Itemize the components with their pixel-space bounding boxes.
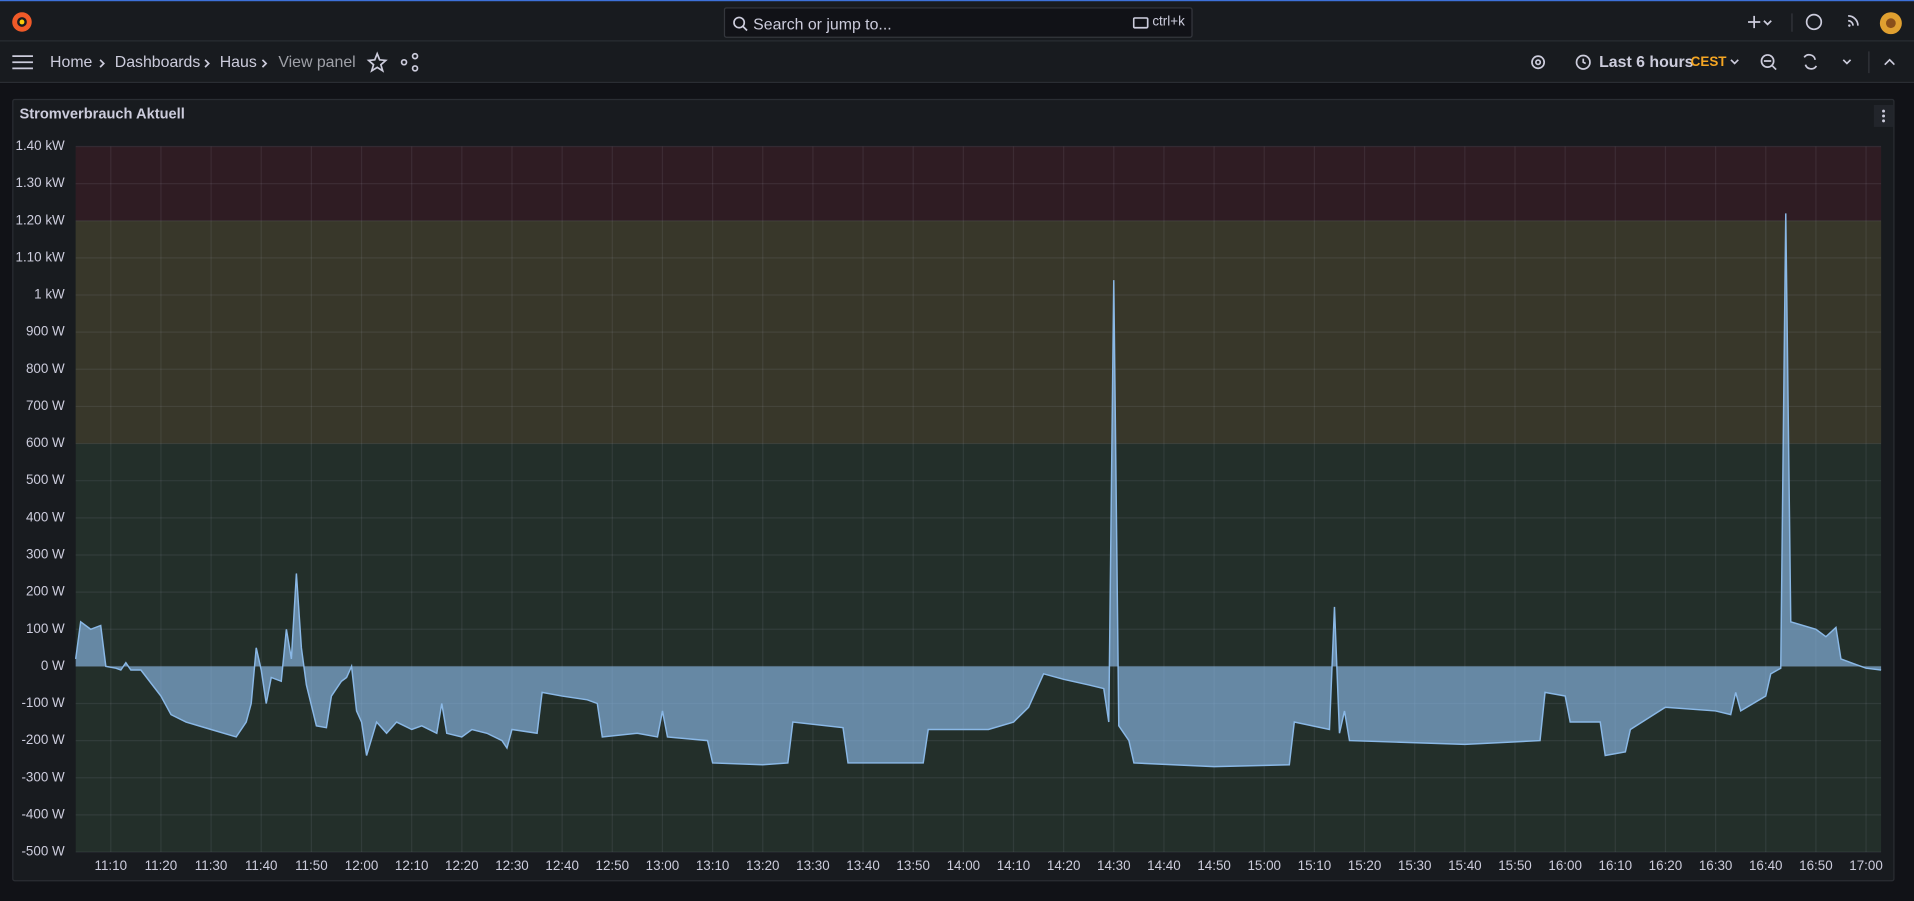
x-tick-label: 12:20 xyxy=(445,858,479,873)
x-tick-label: 13:50 xyxy=(896,858,930,873)
x-tick-label: 15:10 xyxy=(1298,858,1332,873)
x-tick-label: 16:30 xyxy=(1699,858,1733,873)
breadcrumb-current: View panel xyxy=(278,52,356,71)
x-tick-label: 11:30 xyxy=(195,858,228,873)
y-tick-label: -200 W xyxy=(21,732,65,747)
y-tick-label: 800 W xyxy=(26,361,65,376)
y-tick-label: -300 W xyxy=(21,769,65,784)
grafana-logo[interactable] xyxy=(10,10,34,34)
x-tick-label: 16:40 xyxy=(1749,858,1783,873)
time-range[interactable]: Last 6 hours xyxy=(1599,52,1694,71)
y-tick-label: 900 W xyxy=(26,324,65,339)
breadcrumb[interactable]: Dashboards xyxy=(114,52,201,71)
x-tick-label: 12:50 xyxy=(596,858,630,873)
x-tick-label: 11:50 xyxy=(295,858,328,873)
search-placeholder: Search or jump to... xyxy=(753,14,892,33)
search-icon xyxy=(733,16,748,32)
x-tick-label: 15:40 xyxy=(1448,858,1482,873)
x-tick-label: 15:00 xyxy=(1247,858,1281,873)
y-tick-label: 200 W xyxy=(26,584,65,599)
x-tick-label: 17:00 xyxy=(1849,858,1883,873)
x-tick-label: 11:10 xyxy=(95,858,128,873)
x-tick-label: 14:40 xyxy=(1147,858,1181,873)
y-tick-label: 300 W xyxy=(26,547,65,562)
y-tick-label: 500 W xyxy=(26,472,65,487)
top-actions[interactable] xyxy=(1743,11,1908,35)
x-tick-label: 12:00 xyxy=(345,858,379,873)
line xyxy=(74,213,1882,768)
x-tick-label: 11:40 xyxy=(245,858,278,873)
y-tick-label: -100 W xyxy=(21,695,65,710)
y-tick-label: 100 W xyxy=(26,621,65,636)
breadcrumb[interactable]: Home xyxy=(50,52,93,71)
x-tick-label: 15:20 xyxy=(1348,858,1382,873)
x-tick-label: 11:20 xyxy=(145,858,178,873)
x-tick-label: 13:40 xyxy=(846,858,880,873)
x-tick-label: 16:50 xyxy=(1799,858,1833,873)
x-tick-label: 16:00 xyxy=(1548,858,1582,873)
breadcrumb-separators xyxy=(99,59,268,68)
y-tick-label: 1.10 kW xyxy=(16,249,66,264)
y-tick-label: 1.40 kW xyxy=(16,138,66,153)
y-tick-label: 600 W xyxy=(26,435,65,450)
x-tick-label: 14:00 xyxy=(947,858,981,873)
timezone: CEST xyxy=(1690,54,1727,70)
threshold-band xyxy=(75,220,1882,444)
top-bar: Search or jump to... ctrl+k xyxy=(0,0,1914,42)
toolbar-icons[interactable] xyxy=(1528,51,1895,74)
y-tick-label: -400 W xyxy=(21,806,65,821)
keyboard-icon xyxy=(1132,17,1149,29)
panel-menu[interactable] xyxy=(1873,104,1894,127)
menu-button[interactable] xyxy=(12,54,34,71)
breadcrumb[interactable]: Haus xyxy=(219,52,257,71)
x-tick-label: 16:10 xyxy=(1599,858,1633,873)
x-tick-label: 12:40 xyxy=(545,858,579,873)
x-tick-label: 15:30 xyxy=(1398,858,1432,873)
x-tick-label: 14:50 xyxy=(1197,858,1231,873)
y-tick-label: 1.20 kW xyxy=(16,212,66,227)
y-tick-label: 1.30 kW xyxy=(16,175,66,190)
x-tick-label: 12:30 xyxy=(495,858,529,873)
nav-bar xyxy=(0,41,1914,84)
x-tick-label: 12:10 xyxy=(395,858,429,873)
x-tick-label: 15:50 xyxy=(1498,858,1532,873)
y-tick-label: 1 kW xyxy=(34,287,65,302)
y-tick-label: 0 W xyxy=(41,658,65,673)
x-tick-label: 14:20 xyxy=(1047,858,1081,873)
y-tick-label: -500 W xyxy=(21,844,65,859)
x-tick-label: 16:20 xyxy=(1649,858,1683,873)
x-tick-label: 13:20 xyxy=(746,858,780,873)
threshold-band xyxy=(75,146,1882,221)
panel-actions[interactable] xyxy=(366,51,422,73)
x-tick-label: 14:30 xyxy=(1097,858,1131,873)
x-tick-label: 14:10 xyxy=(997,858,1031,873)
x-tick-label: 13:10 xyxy=(696,858,730,873)
x-tick-label: 13:30 xyxy=(796,858,830,873)
search-box[interactable]: Search or jump to... ctrl+k xyxy=(723,7,1193,38)
y-tick-label: 700 W xyxy=(26,398,65,413)
search-shortcut: ctrl+k xyxy=(1152,14,1185,30)
x-tick-label: 13:00 xyxy=(646,858,680,873)
chart-title: Stromverbrauch Aktuell xyxy=(20,107,185,123)
y-tick-label: 400 W xyxy=(26,509,65,524)
